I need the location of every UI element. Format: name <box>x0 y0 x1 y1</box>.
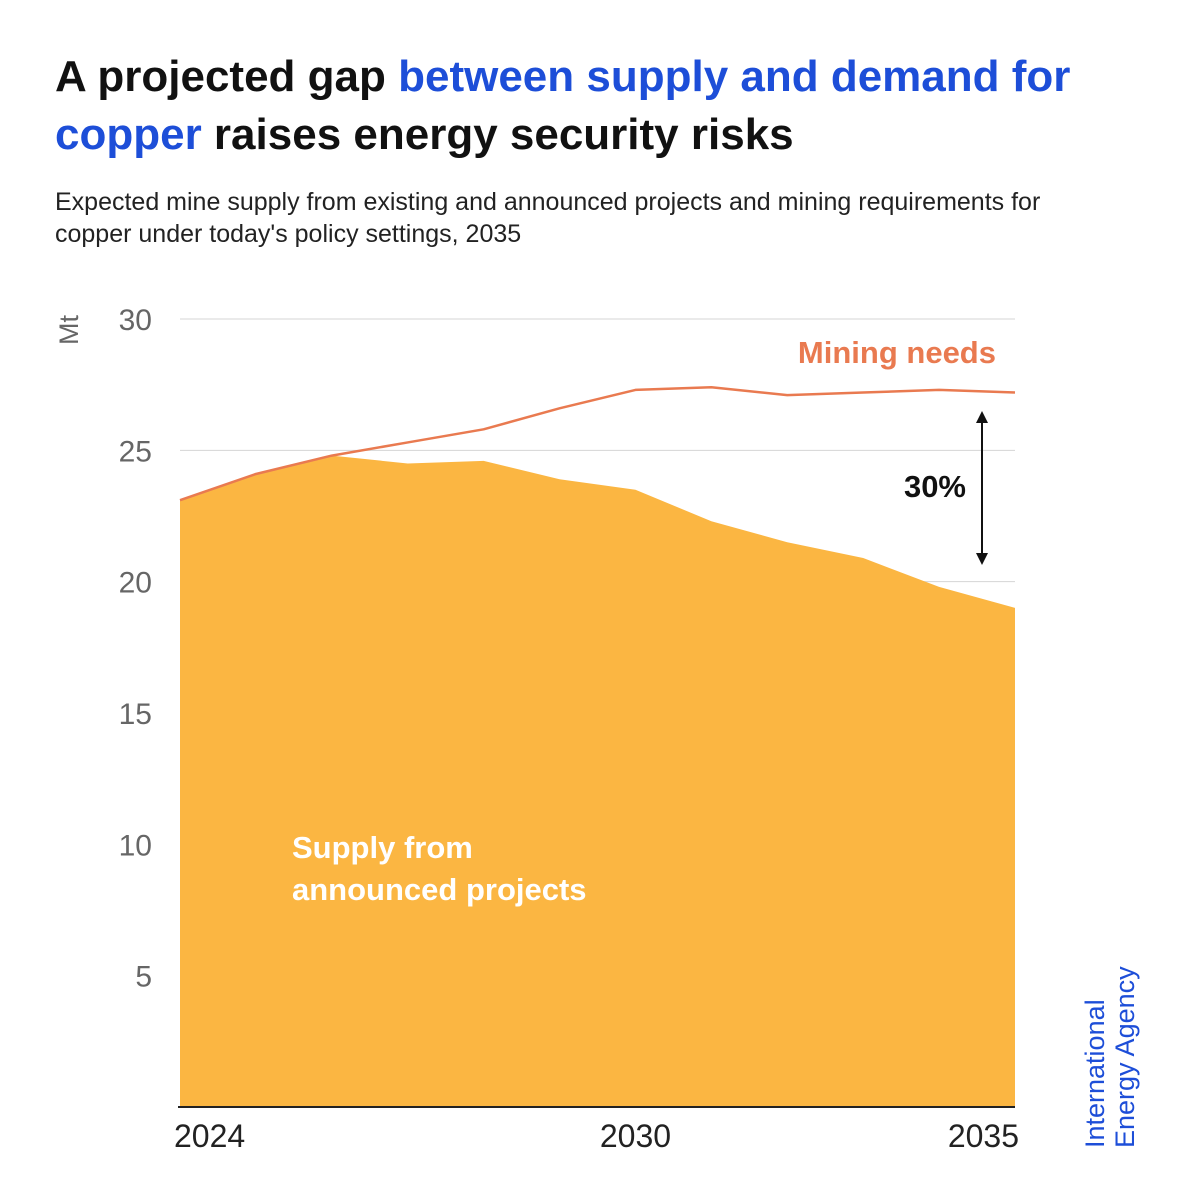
x-tick-label: 2030 <box>600 1118 671 1154</box>
y-tick-label: 15 <box>119 698 152 731</box>
mining-needs-line <box>179 386 1016 502</box>
y-tick-label: 30 <box>119 304 152 337</box>
supply-area <box>180 455 1015 1107</box>
y-tick-label: 25 <box>119 435 152 468</box>
y-axis-label: Mt <box>54 315 84 345</box>
title-part-1: A projected gap <box>55 52 399 101</box>
mining-needs-label: Mining needs <box>798 335 996 370</box>
gap-arrow-head-up <box>976 411 988 423</box>
gap-arrow-head-down <box>976 553 988 565</box>
gap-percent-label: 30% <box>904 469 966 504</box>
label-layer: Mining needs Supply from announced project… <box>292 335 996 907</box>
y-tick-label: 5 <box>135 961 152 994</box>
title-highlight: between supply and demand for copper <box>55 52 1071 159</box>
brand-line-2: Energy Agency <box>1110 966 1140 1148</box>
line-layer <box>179 386 1016 502</box>
supply-label-line-1: Supply from <box>292 830 473 865</box>
area-layer <box>180 455 1015 1107</box>
x-tick-label: 2035 <box>948 1118 1019 1154</box>
brand-line-1: International <box>1080 999 1110 1148</box>
chart-subtitle: Expected mine supply from existing and a… <box>55 188 1041 248</box>
y-tick-label: 10 <box>119 829 152 862</box>
axis-layer: 5 10 15 20 25 30 Mt 2024 2030 2035 <box>54 304 1019 1154</box>
chart-title: A projected gap between supply and deman… <box>55 48 1155 164</box>
y-tick-label: 20 <box>119 567 152 600</box>
iea-logo: International Energy Agency <box>1080 908 1140 1148</box>
supply-label-line-2: announced projects <box>292 872 587 907</box>
title-part-2: raises energy security risks <box>201 110 794 159</box>
x-tick-label: 2024 <box>174 1118 245 1154</box>
